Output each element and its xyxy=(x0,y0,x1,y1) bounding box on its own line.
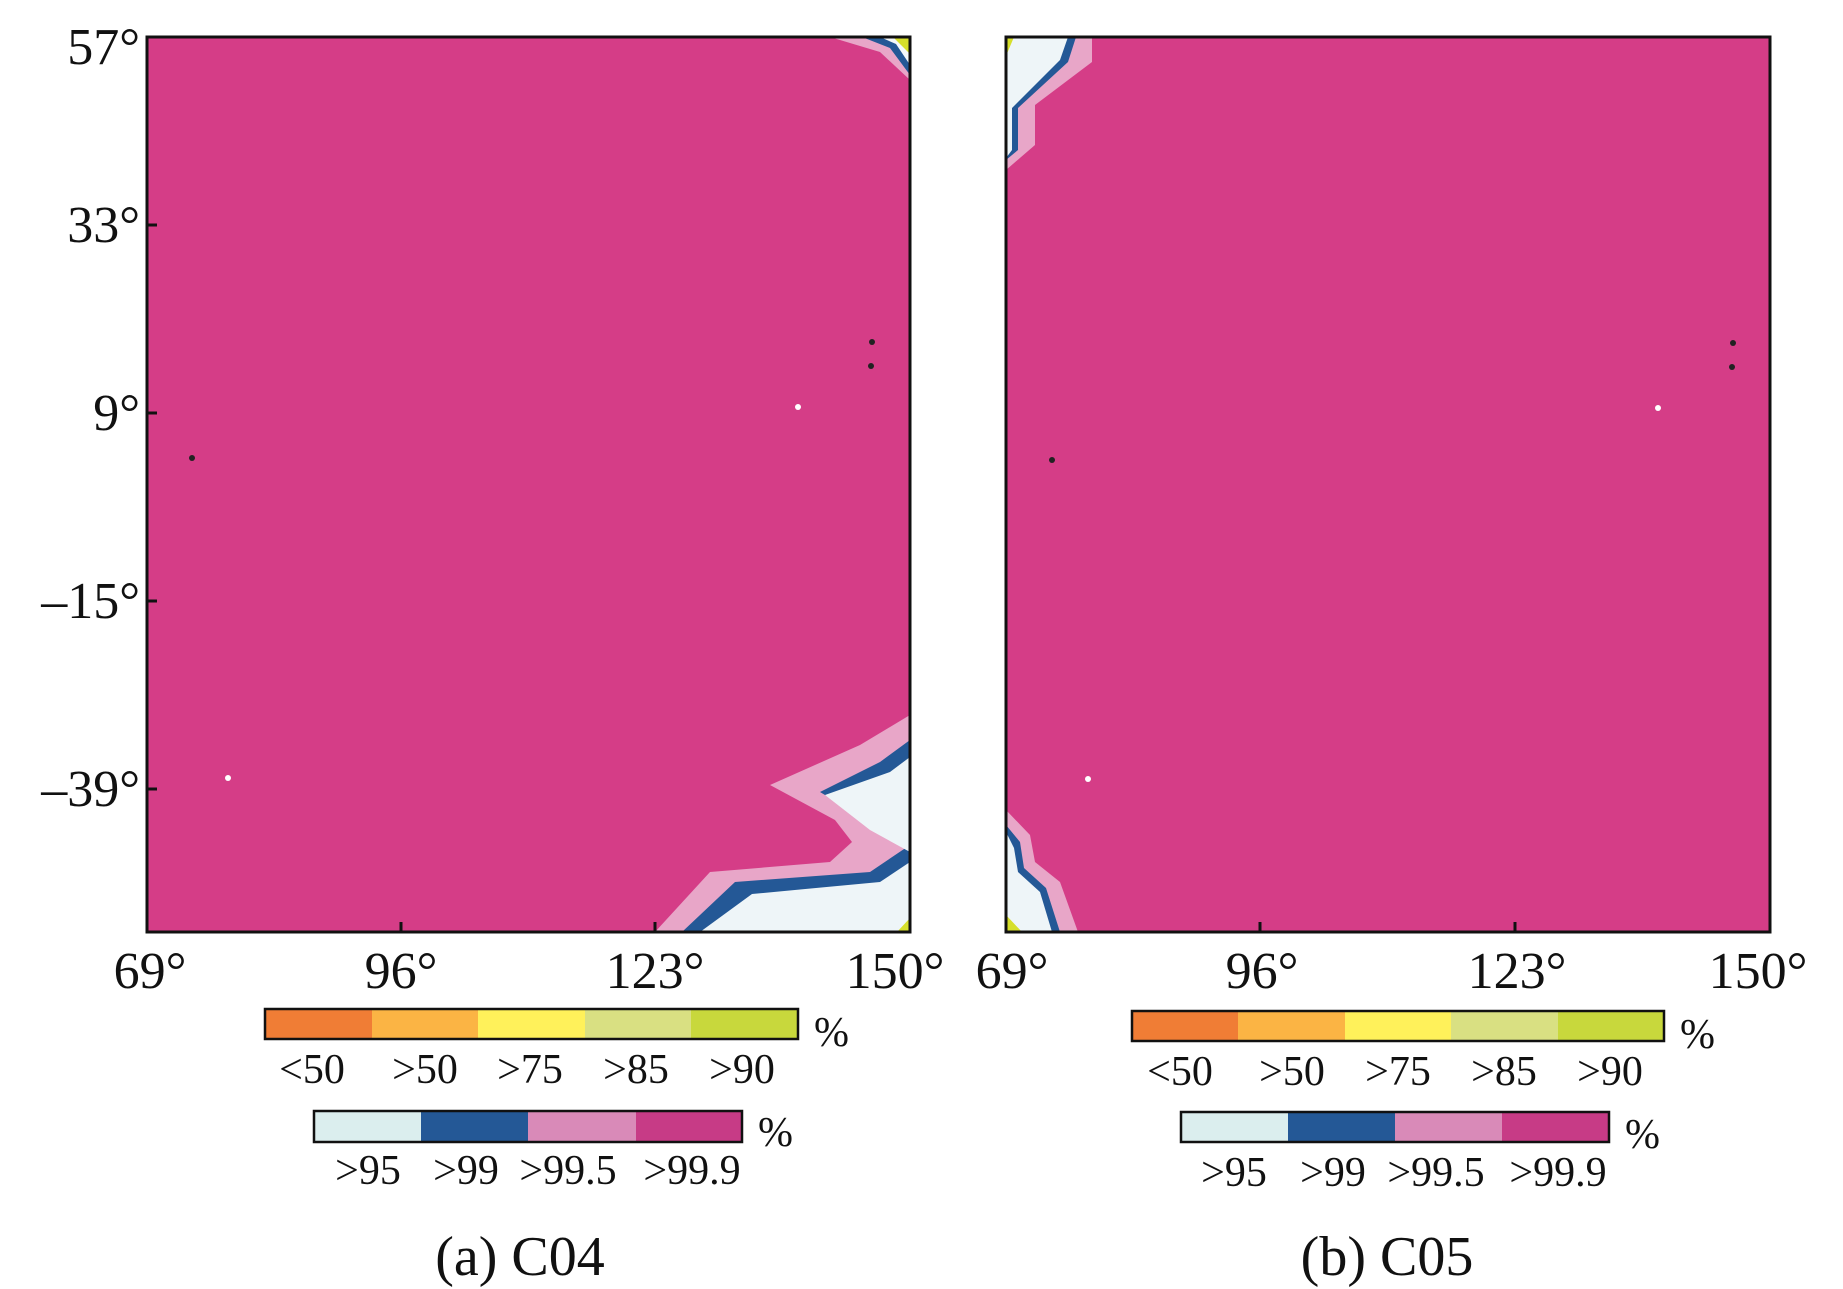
colorbar-label: >99 xyxy=(433,1148,499,1194)
colorbar-swatch xyxy=(1451,1011,1558,1041)
colorbar-swatch xyxy=(1502,1112,1609,1142)
x-tick-label: 150° xyxy=(846,943,945,1000)
colorbar-swatch xyxy=(636,1111,742,1142)
x-tick-label: 69° xyxy=(976,943,1049,1000)
colorbar-swatch xyxy=(528,1111,636,1142)
x-tick-label: 123° xyxy=(606,943,705,1000)
x-tick-label: 96° xyxy=(1226,943,1299,1000)
colorbar-label: >85 xyxy=(603,1047,669,1093)
colorbar-lower-c04: % >95 >99 >99.5 >99.9 xyxy=(312,1109,793,1194)
colorbar-label: >75 xyxy=(1365,1049,1431,1095)
colorbar-unit: % xyxy=(814,1010,849,1056)
band-90-top-c05 xyxy=(1006,37,1014,56)
colorbar-swatch xyxy=(691,1009,798,1039)
colorbar-label: >90 xyxy=(1577,1049,1643,1095)
x-tick-label: 96° xyxy=(365,943,438,1000)
band-95-bottom-c04 xyxy=(700,757,910,932)
colorbar-swatch xyxy=(314,1111,421,1142)
band-90-top-c04 xyxy=(893,37,910,54)
colorbar-swatch xyxy=(585,1009,691,1039)
colorbar-label: >99.5 xyxy=(519,1148,616,1194)
panel-c04: 57° 33° 9° –15° –39° 69° 96° 123° 150° %… xyxy=(40,19,944,1288)
colorbar-swatch xyxy=(1181,1112,1288,1142)
x-tick-label: 150° xyxy=(1709,943,1808,1000)
colorbar-label: >99.9 xyxy=(643,1148,740,1194)
colorbar-swatch xyxy=(1132,1011,1238,1041)
speck xyxy=(868,363,874,369)
colorbar-swatch xyxy=(265,1009,372,1039)
band-95-bottom-c05 xyxy=(1006,832,1052,932)
colorbar-label: >95 xyxy=(1201,1150,1267,1196)
y-tick-label: –39° xyxy=(40,761,140,818)
speck xyxy=(1729,364,1735,370)
y-tick-label: 33° xyxy=(67,197,140,254)
colorbar-swatch xyxy=(1288,1112,1395,1142)
colorbar-swatch xyxy=(1395,1112,1502,1142)
colorbar-label: >50 xyxy=(1259,1049,1325,1095)
map-frame-c05 xyxy=(1004,35,1772,934)
colorbar-label: >50 xyxy=(392,1047,458,1093)
map-c04 xyxy=(147,37,910,932)
colorbar-upper-c04: % <50 >50 >75 >85 >90 xyxy=(263,1007,849,1093)
speck xyxy=(795,404,801,410)
y-tick-label: –15° xyxy=(40,573,140,630)
colorbar-unit: % xyxy=(1625,1112,1660,1158)
colorbar-label: >75 xyxy=(497,1047,563,1093)
colorbar-unit: % xyxy=(1680,1012,1715,1058)
colorbar-unit: % xyxy=(758,1110,793,1156)
band-90-corner-c04 xyxy=(897,918,910,932)
y-tick-label: 57° xyxy=(67,19,140,76)
colorbar-upper-c05: % <50 >50 >75 >85 >90 xyxy=(1130,1009,1715,1095)
colorbar-label: >90 xyxy=(709,1047,775,1093)
speck xyxy=(869,339,875,345)
colorbar-swatch xyxy=(1345,1011,1451,1041)
panel-caption: (a) C04 xyxy=(435,1226,605,1288)
colorbar-label: >95 xyxy=(335,1148,401,1194)
speck xyxy=(1049,457,1055,463)
colorbar-label: >99.9 xyxy=(1509,1150,1606,1196)
speck xyxy=(1655,405,1661,411)
speck xyxy=(1085,776,1091,782)
band-90-corner-c05 xyxy=(1006,915,1022,932)
x-tick-marks-c05 xyxy=(1004,922,1772,932)
panel-c05: 69° 96° 123° 150° % <50 >50 >75 >85 >90 … xyxy=(976,35,1808,1288)
colorbar-label: >85 xyxy=(1471,1049,1537,1095)
y-tick-marks-c04 xyxy=(147,35,157,791)
x-tick-label: 123° xyxy=(1468,943,1567,1000)
colorbar-swatch xyxy=(421,1111,528,1142)
colorbar-swatch xyxy=(478,1009,585,1039)
x-tick-marks-c04 xyxy=(145,922,912,932)
speck xyxy=(1730,340,1736,346)
colorbar-label: >99 xyxy=(1300,1150,1366,1196)
colorbar-lower-c05: % >95 >99 >99.5 >99.9 xyxy=(1179,1110,1660,1196)
colorbar-label: <50 xyxy=(279,1047,345,1093)
map-frame-c04 xyxy=(145,35,912,934)
panel-caption: (b) C05 xyxy=(1301,1226,1474,1288)
y-tick-label: 9° xyxy=(93,385,140,442)
speck xyxy=(225,775,231,781)
colorbar-label: <50 xyxy=(1147,1049,1213,1095)
map-c05 xyxy=(1006,37,1770,932)
colorbar-label: >99.5 xyxy=(1387,1150,1484,1196)
colorbar-swatch xyxy=(372,1009,478,1039)
band-95-top-c05 xyxy=(1006,37,1068,158)
colorbar-swatch xyxy=(1238,1011,1345,1041)
colorbar-swatch xyxy=(1558,1011,1664,1041)
speck xyxy=(189,455,195,461)
coverage-field-c05 xyxy=(1006,37,1770,932)
x-tick-label: 69° xyxy=(114,943,187,1000)
